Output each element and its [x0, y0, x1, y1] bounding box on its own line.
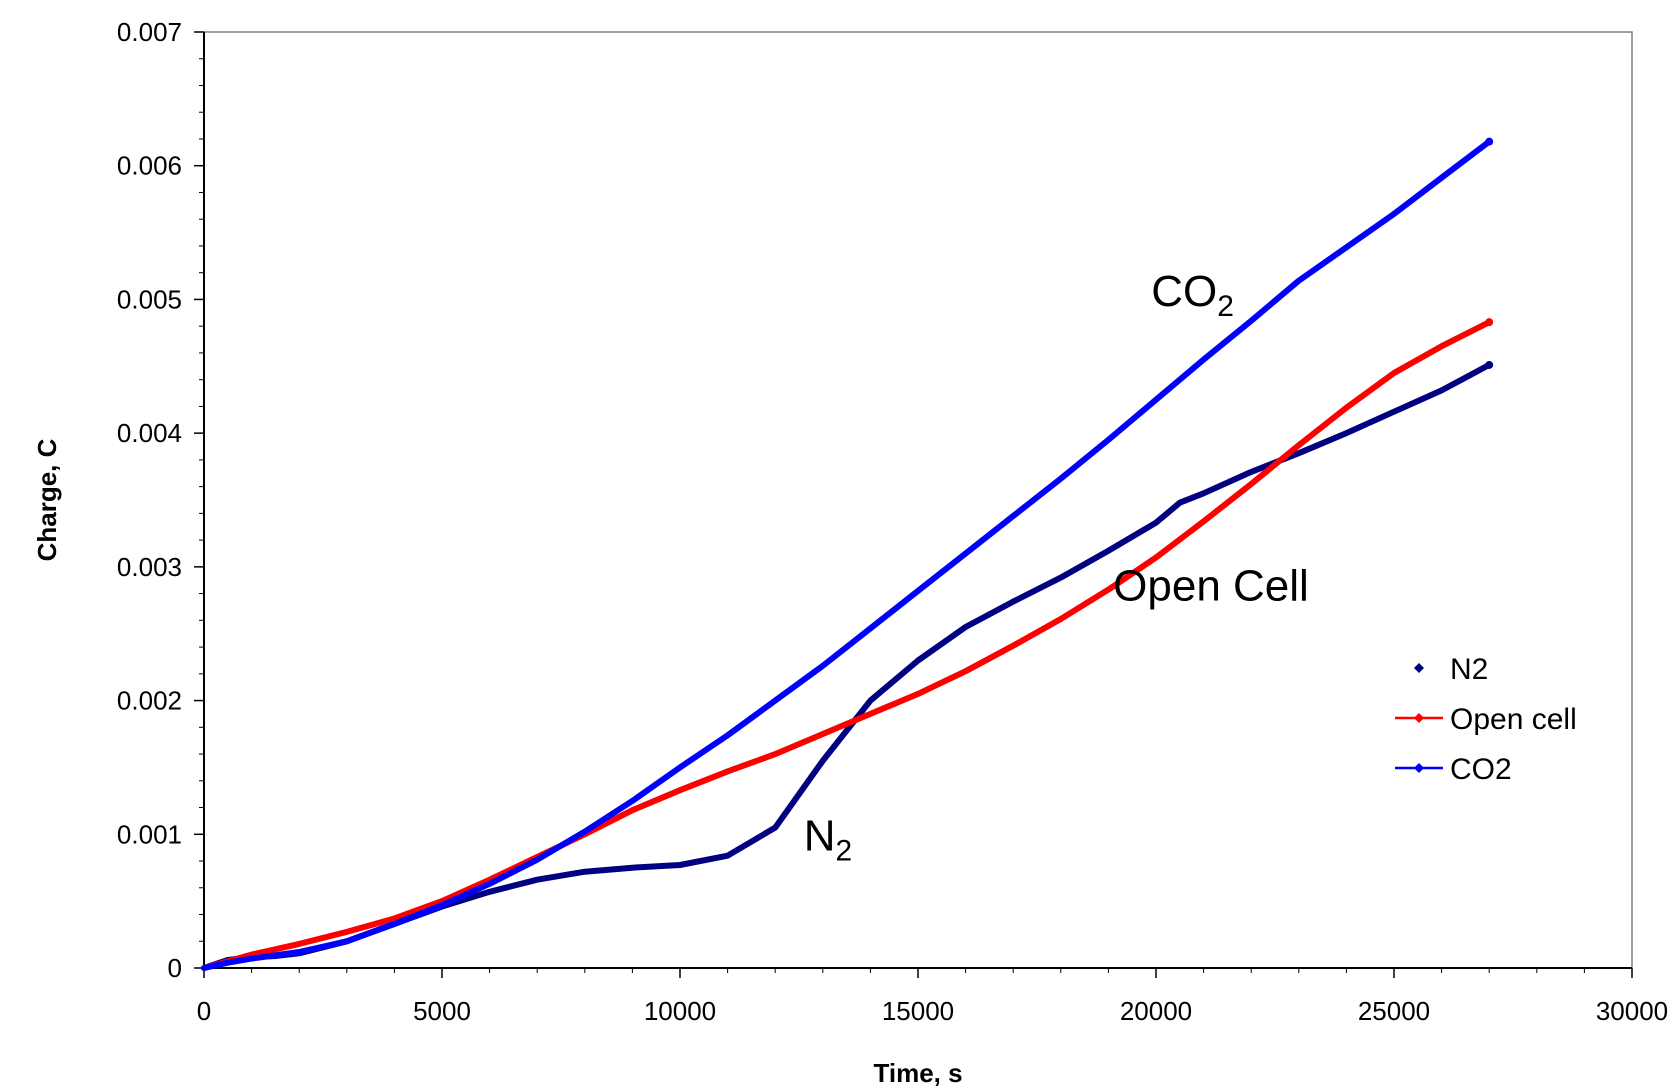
legend: N2 Open cell CO2	[1395, 653, 1577, 786]
legend-item-open-cell: Open cell	[1395, 703, 1577, 736]
series-n2-end-point	[1485, 360, 1494, 369]
plot-area	[203, 31, 1633, 969]
x-tick-label: 30000	[1596, 996, 1668, 1026]
x-tick-label: 0	[197, 996, 211, 1026]
x-tick-label: 10000	[644, 996, 716, 1026]
legend-item-n2: N2	[1414, 653, 1488, 686]
axes	[203, 32, 1632, 969]
legend-label: N2	[1450, 653, 1488, 686]
y-tick-label: 0.002	[117, 686, 182, 716]
y-tick-label: 0	[168, 953, 182, 983]
legend-label: Open cell	[1450, 703, 1577, 736]
annotation-co2: CO2	[1151, 267, 1234, 323]
y-tick-label: 0.003	[117, 552, 182, 582]
legend-marker	[1414, 663, 1424, 673]
y-tick-label: 0.007	[117, 17, 182, 47]
legend-marker	[1414, 763, 1424, 773]
y-tick-label: 0.006	[117, 151, 182, 181]
x-axis-title: Time, s	[873, 1058, 962, 1088]
y-tick-label: 0.004	[117, 418, 182, 448]
x-axis-ticks: 0 5000 10000 15000 20000 25000 30000	[197, 968, 1668, 1026]
y-axis-ticks: 0 0.001 0.002 0.003 0.004 0.005 0.006 0.007	[117, 17, 204, 983]
series-co2-end-point	[1485, 137, 1494, 146]
legend-item-co2: CO2	[1395, 753, 1512, 786]
x-tick-label: 20000	[1120, 996, 1192, 1026]
legend-marker	[1414, 713, 1424, 723]
series-n2-line	[201, 361, 1493, 971]
x-tick-label: 15000	[882, 996, 954, 1026]
legend-label: CO2	[1450, 753, 1512, 786]
annotation-n2: N2	[804, 811, 852, 867]
annotation-layer: CO2 Open Cell N2	[804, 267, 1309, 867]
y-axis-title: Charge, C	[32, 438, 62, 561]
series-open-cell-end-point	[1485, 318, 1494, 327]
annotation-open-cell: Open Cell	[1113, 561, 1309, 610]
y-tick-label: 0.001	[117, 819, 182, 849]
y-tick-label: 0.005	[117, 284, 182, 314]
plot-frame	[203, 31, 1633, 969]
series-open-cell-line	[201, 319, 1493, 971]
x-tick-label: 5000	[413, 996, 471, 1026]
series-layer	[201, 137, 1494, 971]
x-tick-label: 25000	[1358, 996, 1430, 1026]
series-co2-line	[201, 138, 1493, 971]
